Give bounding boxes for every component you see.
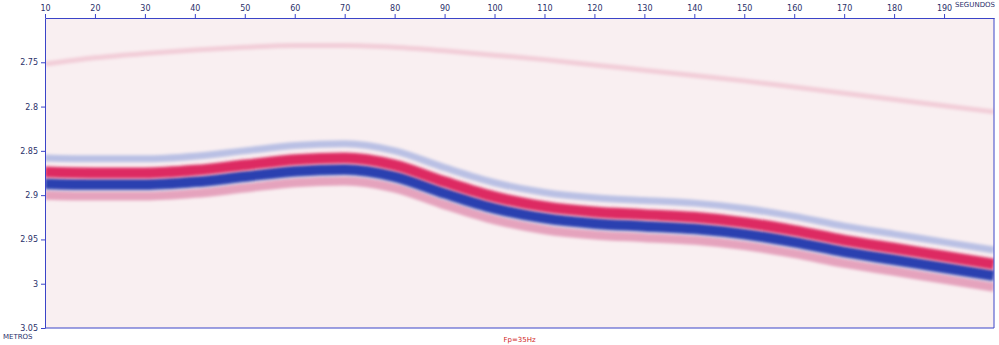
x-tick-mark [794,14,795,18]
x-tick: 160 [787,4,802,18]
y-tick-mark [41,107,45,108]
x-tick: 90 [440,4,450,18]
x-tick-mark [195,14,196,18]
x-tick-mark [944,14,945,18]
x-tick-label: 30 [140,4,150,13]
x-tick-mark [894,14,895,18]
x-tick: 170 [837,4,852,18]
x-tick-mark [145,14,146,18]
x-tick-mark [295,14,296,18]
x-tick-mark [345,14,346,18]
x-tick-mark [744,14,745,18]
x-tick-label: 20 [90,4,100,13]
plot-background [45,18,994,328]
y-axis-title: METROS [3,333,33,341]
x-tick: 50 [240,4,250,18]
y-tick-label: 2.9 [25,191,38,200]
x-tick-label: 170 [837,4,852,13]
frame-bottom [45,328,994,329]
x-tick: 40 [190,4,200,18]
y-tick: 2.8 [25,103,45,112]
x-tick: 140 [687,4,702,18]
x-tick-mark [495,14,496,18]
x-tick: 150 [737,4,752,18]
y-tick-label: 2.8 [25,103,38,112]
x-tick: 60 [290,4,300,18]
x-tick-label: 40 [190,4,200,13]
x-tick: 110 [537,4,552,18]
frame-right [994,18,995,328]
horizon [45,169,994,275]
x-tick-mark [95,14,96,18]
x-tick: 180 [887,4,902,18]
x-axis: 10 20 30 40 50 60 70 80 90 100 110 120 130 140 150 160 1… [40,4,994,19]
x-tick: 100 [487,4,502,18]
x-tick-label: 100 [487,4,502,13]
x-tick: 130 [637,4,652,18]
x-axis-line [46,18,995,19]
x-tick-label: 110 [537,4,552,13]
y-tick-label: 2.95 [20,235,38,244]
x-tick-label: 50 [240,4,250,13]
x-tick-label: 10 [40,4,50,13]
x-tick-label: 180 [887,4,902,13]
y-tick-label: 3 [33,280,38,289]
y-tick: 2.9 [25,191,45,200]
y-tick-label: 2.85 [20,147,38,156]
y-tick-mark [41,328,45,329]
x-tick-mark [245,14,246,18]
y-tick-mark [41,62,45,63]
x-tick: 30 [140,4,150,18]
plot: 10 20 30 40 50 60 70 80 90 100 110 120 130 140 150 160 1… [20,4,994,333]
x-tick-label: 130 [637,4,652,13]
x-tick-mark [844,14,845,18]
x-tick-label: 60 [290,4,300,13]
x-tick-label: 90 [440,4,450,13]
x-tick-label: 150 [737,4,752,13]
x-tick-label: 70 [340,4,350,13]
x-tick-mark [395,14,396,18]
x-tick-mark [694,14,695,18]
x-axis-title: SEGUNDOS [955,1,996,9]
x-tick: 20 [90,4,100,18]
x-tick-label: 140 [687,4,702,13]
x-tick-label: 80 [390,4,400,13]
x-tick-mark [45,14,46,18]
x-tick: 120 [587,4,602,18]
y-tick: 2.75 [20,58,45,67]
y-axis-line [45,19,46,329]
horizon [45,158,994,264]
y-tick-mark [41,284,45,285]
x-tick-mark [544,14,545,18]
x-tick: 70 [340,4,350,18]
y-tick-mark [41,195,45,196]
y-tick-mark [41,239,45,240]
x-tick-mark [445,14,446,18]
x-tick: 80 [390,4,400,18]
x-tick-mark [644,14,645,18]
horizon [45,45,994,111]
y-tick: 3 [33,280,45,289]
annotation: Fp=35Hz [503,336,536,344]
x-tick: 10 [40,4,50,18]
y-tick: 2.85 [20,147,45,156]
x-tick: 190 [937,4,952,18]
chart: 10 20 30 40 50 60 70 80 90 100 110 120 130 140 150 160 1… [0,0,999,345]
x-tick-mark [594,14,595,18]
x-tick-label: 190 [937,4,952,13]
y-tick-label: 3.05 [20,324,38,333]
y-tick-label: 2.75 [20,58,38,67]
y-tick-mark [41,151,45,152]
y-tick: 3.05 [20,324,45,333]
y-axis: 2.75 2.8 2.85 2.9 2.95 3 3.05 [20,19,45,334]
x-tick-label: 160 [787,4,802,13]
y-tick: 2.95 [20,235,45,244]
horizons [45,45,994,287]
x-tick-label: 120 [587,4,602,13]
